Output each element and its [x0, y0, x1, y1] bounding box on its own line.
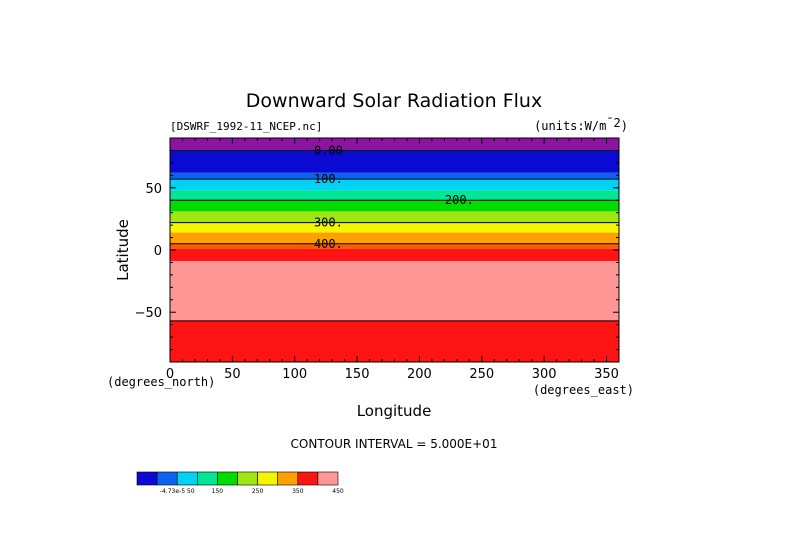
flux-band-10 [170, 248, 619, 262]
flux-band-5 [170, 200, 619, 212]
flux-band-7 [170, 222, 619, 233]
contour-label-3: 300. [314, 216, 343, 230]
flux-band-11 [170, 261, 619, 321]
flux-band-8 [170, 232, 619, 244]
flux-band-2 [170, 172, 619, 180]
x-tick-label-0: 0 [166, 367, 174, 382]
x-tick-label-300: 300 [532, 367, 557, 382]
colorbar-label-0: -4.73e-5 50 [160, 488, 195, 495]
contour-interval-text: CONTOUR INTERVAL = 5.000E+01 [291, 437, 498, 451]
flux-band-6 [170, 211, 619, 223]
colorbar-swatch-7 [277, 471, 299, 486]
y-unit-label: (degrees_north) [107, 375, 215, 389]
file-label: [DSWRF_1992-11_NCEP.nc] [170, 120, 322, 133]
colorbar-swatch-9 [317, 471, 339, 486]
colorbar-swatch-4 [217, 471, 238, 486]
flux-band-0 [170, 138, 619, 151]
contour-label-2: 200. [445, 193, 474, 207]
x-tick-label-50: 50 [224, 367, 241, 382]
flux-band-9 [170, 243, 619, 249]
colorbar-swatch-0 [136, 471, 158, 486]
colorbar-label-2: 250 [252, 488, 264, 495]
contour-label-4: 400. [314, 237, 343, 251]
x-tick-label-350: 350 [594, 367, 619, 382]
y-tick-label--50: −50 [135, 306, 162, 321]
x-tick-label-200: 200 [407, 367, 432, 382]
colorbar-swatch-5 [237, 471, 258, 486]
x-tick-label-250: 250 [469, 367, 494, 382]
flux-band-4 [170, 190, 619, 201]
colorbar-swatch-3 [197, 471, 218, 486]
x-tick-label-100: 100 [282, 367, 307, 382]
colorbar-label-3: 350 [292, 488, 304, 495]
x-unit-label: (degrees_east) [533, 383, 634, 397]
x-axis-label: Longitude [357, 402, 432, 420]
units-label: (units:W/m¯2) [534, 116, 628, 133]
colorbar-label-1: 150 [212, 488, 224, 495]
colorbar [136, 471, 339, 486]
flux-band-3 [170, 179, 619, 191]
flux-band-1 [170, 150, 619, 173]
colorbar-swatch-6 [257, 471, 279, 486]
contour-label-0: 0.00 [314, 143, 343, 157]
flux-bands [170, 138, 619, 362]
colorbar-labels: -4.73e-5 50 150 250 350 450 [160, 488, 344, 495]
y-tick-label-0: 0 [154, 244, 162, 259]
colorbar-swatch-2 [176, 471, 198, 486]
y-axis-ticks: 50 0 −50 [135, 149, 619, 351]
x-tick-label-150: 150 [345, 367, 370, 382]
colorbar-swatch-1 [156, 471, 178, 486]
y-tick-label-50: 50 [145, 182, 162, 197]
chart-title: Downward Solar Radiation Flux [246, 90, 542, 112]
colorbar-label-4: 450 [332, 488, 344, 495]
flux-band-12 [170, 320, 619, 362]
x-axis-ticks: 0 50 100 150 200 250 300 350 [166, 138, 619, 382]
y-axis-label: Latitude [114, 219, 132, 281]
contour-lines [170, 149, 619, 322]
colorbar-swatch-8 [297, 471, 319, 486]
contour-label-1: 100. [314, 172, 343, 186]
contour-labels: 0.00 100. 200. 300. 400. [314, 143, 474, 250]
